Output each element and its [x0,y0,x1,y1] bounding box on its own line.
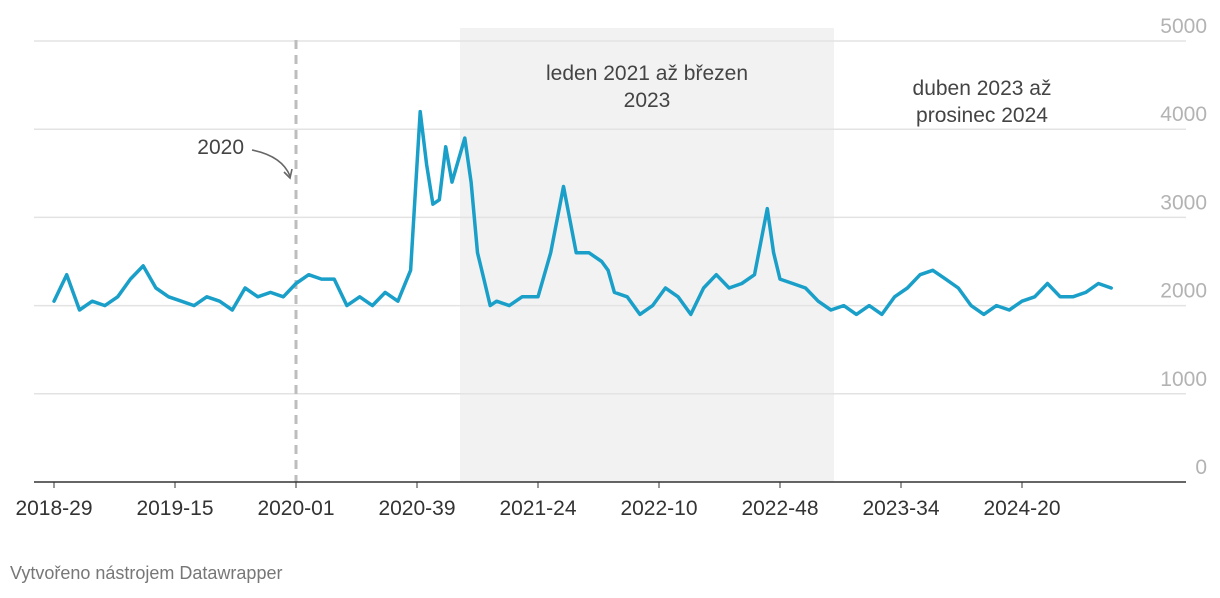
x-tick-label: 2020-39 [378,497,455,520]
x-tick-label: 2024-20 [983,497,1060,520]
x-axis-ticks: 2018-29 2019-15 2020-01 2020-39 2021-24 2022-… [15,482,1061,520]
shaded-period-label-line2: 2023 [624,89,671,112]
series-line [52,109,1113,317]
x-tick-label: 2022-48 [741,497,818,520]
marker-arrow [251,149,291,177]
line-chart: 0 1000 2000 3000 4000 5000 2020 leden 2021 až… [15,15,1207,520]
y-tick-label: 4000 [1160,103,1207,126]
y-tick-label: 2000 [1160,280,1207,303]
y-axis-ticks: 0 1000 2000 3000 4000 5000 [1160,15,1207,479]
x-tick-label: 2022-10 [620,497,697,520]
x-tick-label: 2021-24 [499,497,576,520]
footer-credit: Vytvořeno nástrojem Datawrapper [10,563,283,583]
y-tick-label: 1000 [1160,368,1207,391]
x-tick-label: 2019-15 [136,497,213,520]
shaded-period-label-line1: leden 2021 až březen [546,62,748,85]
y-tick-label: 5000 [1160,15,1207,38]
y-tick-label: 0 [1195,456,1207,479]
right-period-label-line1: duben 2023 až [913,77,1052,100]
x-tick-label: 2018-29 [15,497,92,520]
y-tick-label: 3000 [1160,191,1207,214]
shaded-period-2021-2023 [460,28,834,482]
marker-label: 2020 [197,136,244,159]
marker-arrow-head [283,168,293,180]
x-tick-label: 2023-34 [862,497,939,520]
x-tick-label: 2020-01 [257,497,334,520]
right-period-label-line2: prosinec 2024 [916,104,1048,127]
